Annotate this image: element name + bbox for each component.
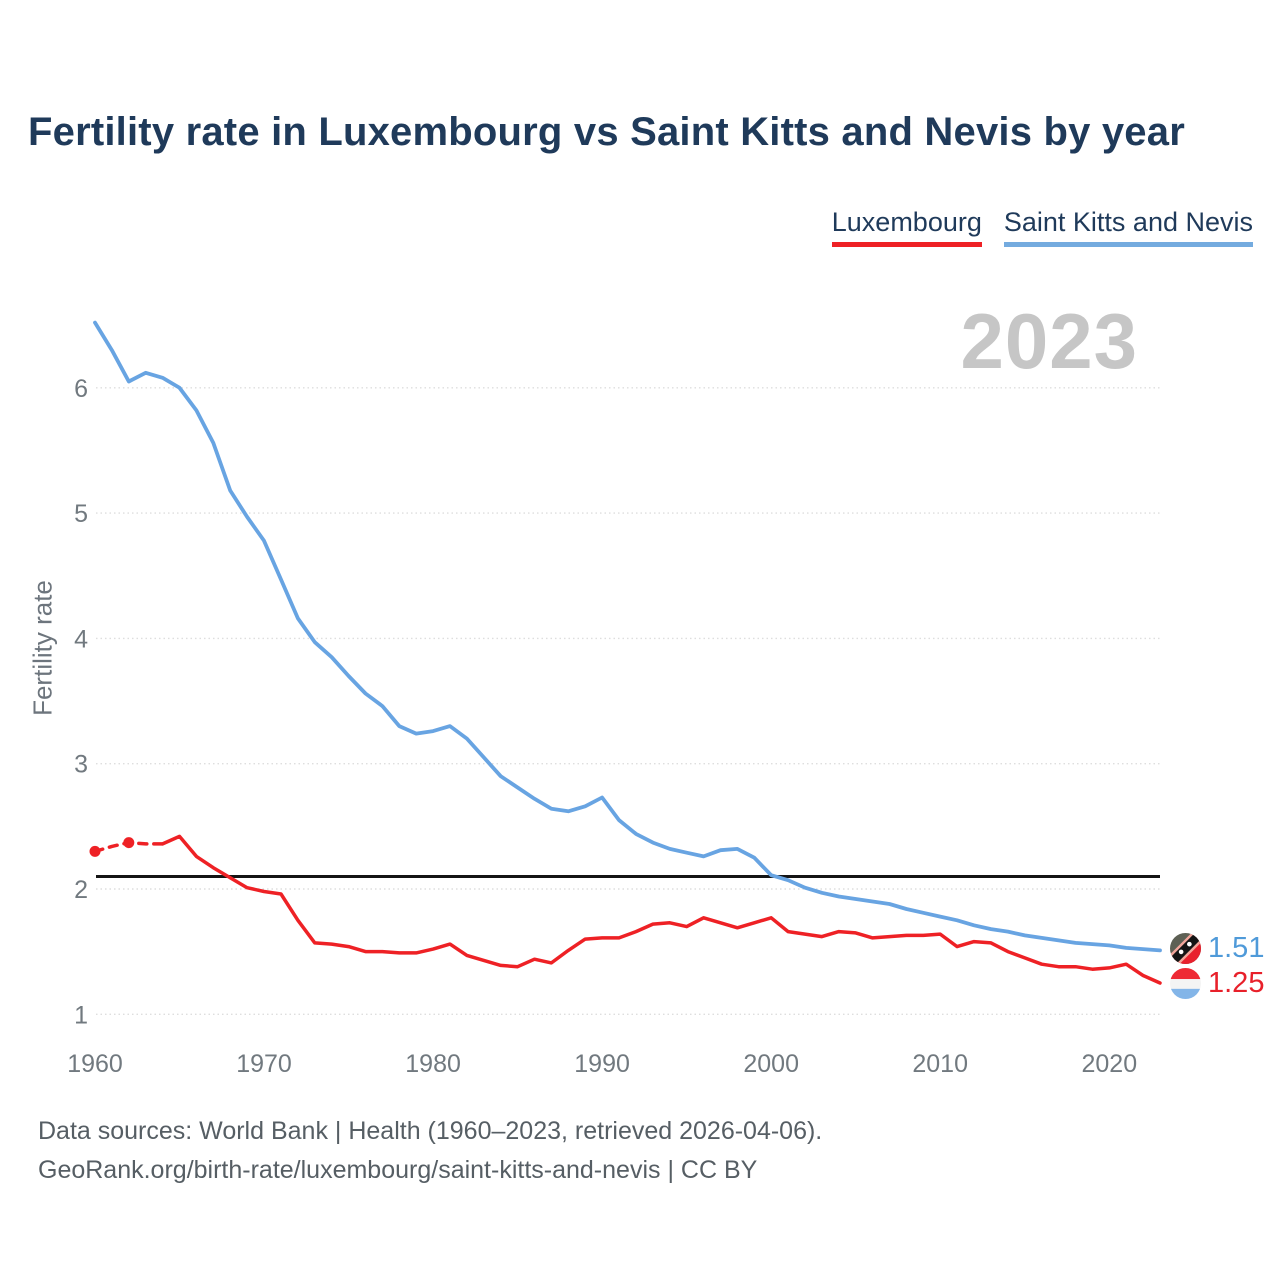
svg-text:3: 3 <box>74 751 88 779</box>
legend-item-saint-kitts-and-nevis[interactable]: Saint Kitts and Nevis <box>1003 207 1253 247</box>
series-end-label-luxembourg: 1.25 <box>1170 967 1264 999</box>
svg-text:5: 5 <box>74 500 88 528</box>
svg-text:6: 6 <box>74 375 88 403</box>
end-value-luxembourg: 1.25 <box>1208 967 1265 999</box>
svg-text:4: 4 <box>74 625 88 653</box>
footer: Data sources: World Bank | Health (1960–… <box>38 1112 822 1190</box>
luxembourg-flag-icon <box>1170 967 1201 999</box>
series-end-label-saint-kitts-and-nevis: 1.51 <box>1170 932 1264 964</box>
svg-text:2: 2 <box>74 876 88 904</box>
svg-text:1980: 1980 <box>405 1050 461 1078</box>
footer-data-sources: Data sources: World Bank | Health (1960–… <box>38 1117 823 1145</box>
svg-text:1: 1 <box>74 1001 88 1029</box>
svg-text:1990: 1990 <box>574 1050 630 1078</box>
svg-text:1970: 1970 <box>236 1050 292 1078</box>
current-year-watermark: 2023 <box>960 297 1138 385</box>
legend: Luxembourg Saint Kitts and Nevis <box>831 207 1253 247</box>
svg-text:2020: 2020 <box>1081 1050 1137 1078</box>
svg-text:2000: 2000 <box>743 1050 799 1078</box>
legend-item-luxembourg[interactable]: Luxembourg <box>831 207 982 247</box>
svg-text:2010: 2010 <box>912 1050 968 1078</box>
saint-kitts-and-nevis-flag-icon <box>1170 932 1201 964</box>
page-title: Fertility rate in Luxembourg vs Saint Ki… <box>28 109 1185 154</box>
svg-text:1960: 1960 <box>67 1050 123 1078</box>
end-value-saint-kitts-and-nevis: 1.51 <box>1208 932 1265 964</box>
footer-attribution: GeoRank.org/birth-rate/luxembourg/saint-… <box>38 1156 758 1184</box>
